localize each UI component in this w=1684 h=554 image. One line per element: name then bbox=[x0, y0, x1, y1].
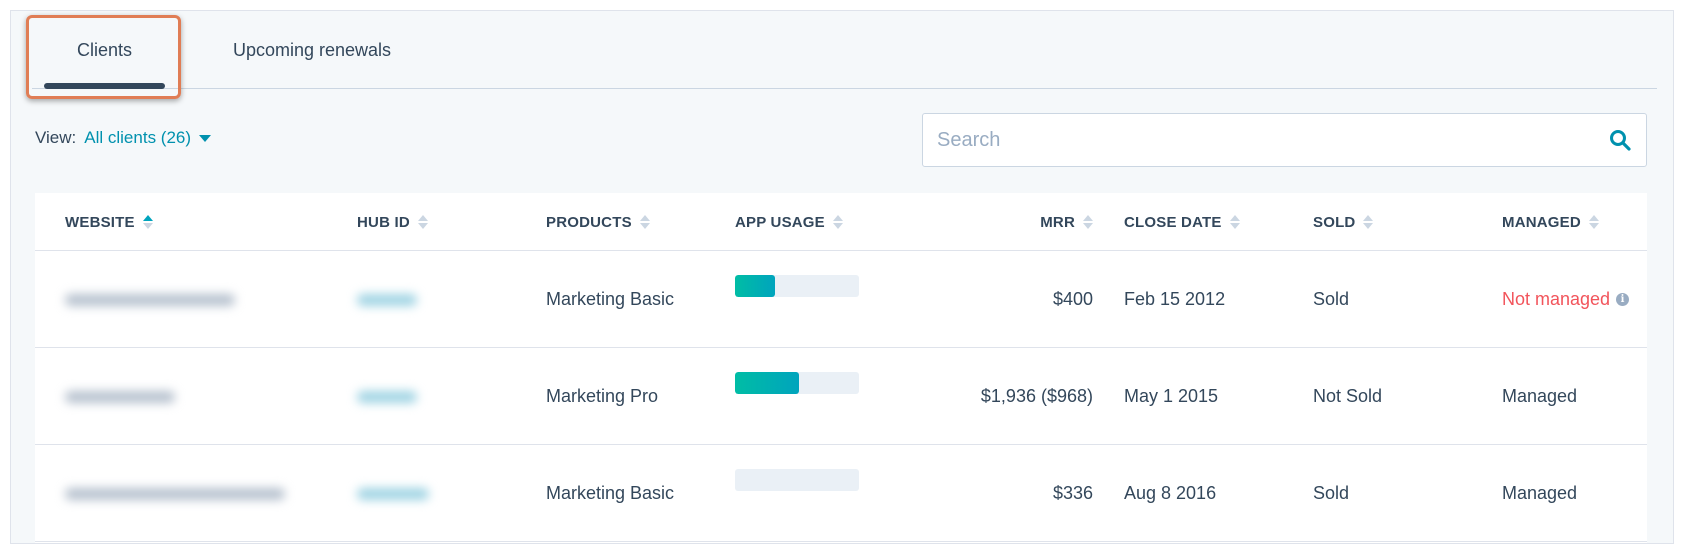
blurred-website bbox=[65, 390, 175, 403]
clients-panel: Clients Upcoming renewals View: All clie… bbox=[10, 10, 1674, 544]
close-date-cell: Aug 8 2016 bbox=[1124, 483, 1217, 503]
managed-cell: Not managed i bbox=[1502, 251, 1630, 348]
column-header-label: MANAGED bbox=[1502, 213, 1581, 231]
products-cell: Marketing Basic bbox=[546, 483, 675, 503]
hub-id-cell[interactable] bbox=[357, 445, 429, 542]
tab-upcoming-renewals-label: Upcoming renewals bbox=[232, 39, 392, 60]
column-header-hub-id[interactable]: HUB ID bbox=[357, 193, 428, 251]
column-header-app-usage[interactable]: APP USAGE bbox=[735, 193, 843, 251]
sort-icon bbox=[1229, 215, 1240, 229]
website-cell[interactable] bbox=[65, 251, 235, 348]
close-date-cell: Feb 15 2012 bbox=[1124, 289, 1226, 309]
tab-upcoming-renewals[interactable]: Upcoming renewals bbox=[192, 11, 432, 89]
column-header-label: APP USAGE bbox=[735, 213, 825, 231]
close-date-cell: May 1 2015 bbox=[1124, 386, 1219, 406]
sort-icon bbox=[1083, 215, 1093, 229]
blurred-website bbox=[65, 487, 285, 500]
hub-id-cell[interactable] bbox=[357, 251, 417, 348]
view-label: View: bbox=[35, 128, 77, 147]
blurred-hub-id bbox=[357, 487, 429, 500]
products-cell: Marketing Basic bbox=[546, 289, 675, 309]
column-header-label: HUB ID bbox=[357, 213, 410, 231]
tab-clients[interactable]: Clients bbox=[32, 11, 177, 89]
sort-ascending-icon bbox=[142, 215, 153, 229]
sold-cell: Not Sold bbox=[1313, 386, 1383, 406]
info-icon[interactable]: i bbox=[1616, 293, 1630, 306]
mrr-cell: $1,936 ($968) bbox=[980, 386, 1093, 406]
mrr-cell: $400 bbox=[1052, 289, 1093, 309]
managed-cell: Managed bbox=[1502, 348, 1577, 445]
table-row[interactable]: Marketing Basic $336 Aug 8 2016 Sold Man… bbox=[35, 445, 1647, 542]
sort-icon bbox=[639, 215, 650, 229]
search-icon[interactable] bbox=[1608, 128, 1632, 152]
column-header-label: WEBSITE bbox=[65, 213, 135, 231]
sold-cell: Sold bbox=[1313, 289, 1350, 309]
sort-icon bbox=[1363, 215, 1374, 229]
column-header-label: PRODUCTS bbox=[546, 213, 632, 231]
hub-id-cell[interactable] bbox=[357, 348, 417, 445]
sort-icon bbox=[832, 215, 843, 229]
caret-down-icon bbox=[199, 134, 212, 142]
column-header-website[interactable]: WEBSITE bbox=[65, 193, 153, 251]
app-usage-bar bbox=[735, 469, 859, 491]
blurred-hub-id bbox=[357, 293, 417, 306]
clients-table: WEBSITE HUB ID PRODUCTS APP USAGE MRR CL… bbox=[35, 193, 1647, 543]
column-header-close-date[interactable]: CLOSE DATE bbox=[1124, 193, 1240, 251]
column-header-managed[interactable]: MANAGED bbox=[1502, 193, 1599, 251]
view-selected-value: All clients (26) bbox=[84, 128, 192, 147]
mrr-cell: $336 bbox=[1052, 483, 1093, 503]
column-header-mrr[interactable]: MRR bbox=[925, 193, 1093, 251]
sold-cell: Sold bbox=[1313, 483, 1350, 503]
table-row[interactable]: Marketing Basic $400 Feb 15 2012 Sold No… bbox=[35, 251, 1647, 348]
column-header-sold[interactable]: SOLD bbox=[1313, 193, 1374, 251]
blurred-hub-id bbox=[357, 390, 417, 403]
managed-cell: Managed bbox=[1502, 445, 1577, 542]
app-usage-bar bbox=[735, 372, 859, 394]
sort-icon bbox=[1588, 215, 1599, 229]
column-header-label: CLOSE DATE bbox=[1124, 213, 1222, 231]
app-usage-fill bbox=[735, 275, 775, 297]
blurred-website bbox=[65, 293, 235, 306]
active-tab-indicator bbox=[44, 83, 165, 89]
managed-status: Managed bbox=[1502, 386, 1578, 406]
managed-status: Not managed bbox=[1502, 289, 1611, 309]
app-usage-fill bbox=[735, 372, 800, 394]
column-header-products[interactable]: PRODUCTS bbox=[546, 193, 650, 251]
tab-bar: Clients Upcoming renewals bbox=[32, 11, 1657, 89]
column-header-label: SOLD bbox=[1313, 213, 1356, 231]
app-usage-bar bbox=[735, 275, 859, 297]
view-filter: View: All clients (26) bbox=[35, 128, 212, 148]
managed-status: Managed bbox=[1502, 483, 1578, 503]
tab-clients-label: Clients bbox=[76, 39, 133, 60]
website-cell[interactable] bbox=[65, 348, 175, 445]
column-header-label: MRR bbox=[1040, 213, 1075, 231]
sort-icon bbox=[417, 215, 428, 229]
search-input[interactable] bbox=[937, 128, 1608, 152]
table-header: WEBSITE HUB ID PRODUCTS APP USAGE MRR CL… bbox=[35, 193, 1647, 251]
products-cell: Marketing Pro bbox=[546, 386, 659, 406]
table-row[interactable]: Marketing Pro $1,936 ($968) May 1 2015 N… bbox=[35, 348, 1647, 445]
website-cell[interactable] bbox=[65, 445, 285, 542]
view-select-dropdown[interactable]: All clients (26) bbox=[84, 128, 212, 148]
search-box bbox=[922, 113, 1647, 167]
